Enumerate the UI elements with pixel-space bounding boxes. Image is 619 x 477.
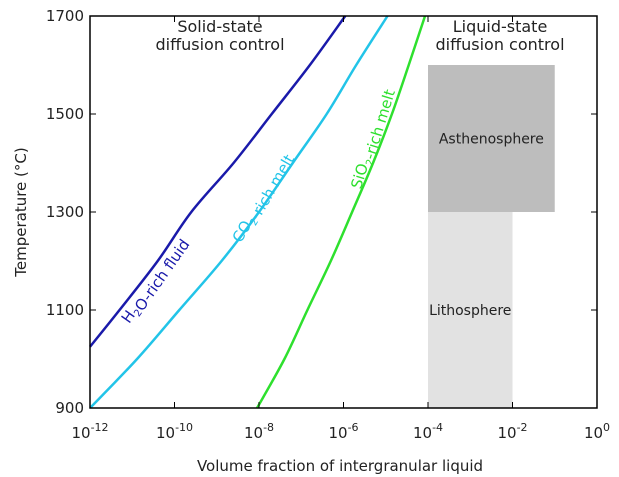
curve [89, 15, 389, 409]
region [428, 65, 555, 212]
x-axis-label: Volume fraction of intergranular liquid [197, 457, 483, 475]
curve-label: SiO2-rich melt [347, 86, 398, 192]
x-tick-label: 10-6 [328, 421, 358, 442]
y-tick-label: 1700 [46, 7, 84, 25]
annotation: Solid-state [177, 17, 262, 36]
y-tick-label: 1100 [46, 301, 84, 319]
region-label: Asthenosphere [439, 132, 544, 148]
x-tick-label: 10-4 [413, 421, 443, 442]
x-tick-label: 100 [584, 421, 610, 442]
x-tick-label: 10-10 [156, 421, 193, 442]
annotation: Liquid-state [453, 17, 548, 36]
region [428, 212, 513, 408]
annotation: diffusion control [435, 35, 564, 54]
curve-label: CO2-rich melt [229, 149, 299, 247]
region-label: Lithosphere [429, 303, 511, 319]
y-axis-label: Temperature (°C) [12, 147, 30, 277]
curve-label: H2O-rich fluid [118, 234, 194, 329]
y-tick-label: 1300 [46, 203, 84, 221]
x-tick-label: 10-12 [71, 421, 108, 442]
y-tick-label: 900 [55, 399, 84, 417]
y-tick-label: 1500 [46, 105, 84, 123]
annotation: diffusion control [155, 35, 284, 54]
curve [255, 15, 427, 409]
x-tick-label: 10-2 [497, 421, 527, 442]
curve [89, 15, 347, 348]
x-tick-label: 10-8 [244, 421, 274, 442]
